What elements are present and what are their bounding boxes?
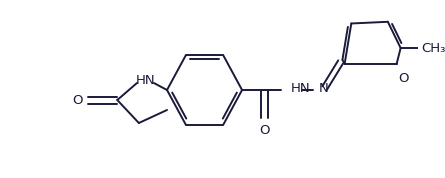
Text: O: O xyxy=(398,72,409,85)
Text: O: O xyxy=(72,93,83,106)
Text: HN: HN xyxy=(291,82,311,96)
Text: HN: HN xyxy=(136,75,155,88)
Text: O: O xyxy=(259,124,270,137)
Text: CH₃: CH₃ xyxy=(421,41,445,54)
Text: N: N xyxy=(319,82,329,96)
